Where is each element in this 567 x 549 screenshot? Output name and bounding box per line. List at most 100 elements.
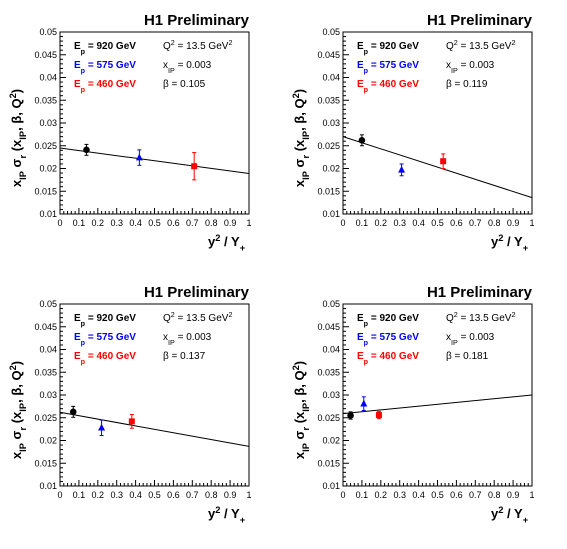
y-axis-label-part: (x [9,139,24,155]
y-tick-label: 0.04 [39,73,57,83]
annotation-beta: β = 0.181 [446,351,489,362]
chart-title: H1 Preliminary [427,284,533,301]
annotation-ep460-part: E [357,79,364,90]
annotation-xip: xIP = 0.003 [446,332,495,347]
x-tick-label: 0.5 [148,490,161,500]
annotation-ep460-part: E [74,79,81,90]
y-axis-label-part: ) [292,89,307,93]
annotation-q2-part: = 13.5 GeV [458,313,512,324]
y-tick-label: 0.05 [322,299,340,309]
y-tick-label: 0.01 [39,209,57,219]
y-tick-label: 0.045 [317,322,340,332]
annotation-ep920-part: E [74,313,81,324]
x-tick-label: 0.5 [431,490,444,500]
y-axis-label-part: x [9,179,24,187]
y-tick-label: 0.05 [39,299,57,309]
y-tick-label: 0.015 [34,458,57,468]
annotation-beta: β = 0.137 [163,351,206,362]
y-axis-label-part: IP [301,403,311,412]
annotation-beta-part: β = 0.181 [446,351,489,362]
annotation-ep460-part: E [74,351,81,362]
annotation-q2-part: = 13.5 GeV [458,41,512,52]
y-tick-label: 0.025 [34,413,57,423]
annotation-ep460: Ep = 460 GeV [74,79,136,94]
x-tick-label: 1 [246,490,251,500]
y-axis-label-part: 2 [8,365,18,370]
annotation-ep460-part: p [81,357,86,366]
x-tick-label: 0.3 [393,218,406,228]
annotation-ep575-part: p [81,66,86,75]
x-tick-label: 0.3 [393,490,406,500]
annotation-ep460: Ep = 460 GeV [74,351,136,366]
annotation-xip-part: = 0.003 [458,332,495,343]
chart-title: H1 Preliminary [144,12,250,29]
data-point-square [191,163,198,170]
y-axis-label-part: IP [301,131,311,140]
y-axis-label-part: ) [9,361,24,365]
x-axis-label: y2 / Y+ [208,505,246,525]
x-tick-label: 0.9 [224,490,237,500]
y-tick-label: 0.01 [322,481,340,491]
annotation-ep920-part: = 920 GeV [368,41,419,52]
chart-panel-1: 0 0.1 0.2 0.3 0.4 0.5 0.6 0.7 0.8 0.9 1 0.01 0.015 0.… [8,12,252,253]
annotation-ep920-part: E [74,41,81,52]
annotation-ep460-part: p [81,85,86,94]
annotation-q2-part: Q [446,313,454,324]
x-axis-label-part: 2 [215,505,220,515]
annotation-q2-part: 2 [511,310,515,319]
annotation-ep575-part: p [364,338,369,347]
annotation-ep575-part: = 575 GeV [85,60,136,71]
x-axis-label-part: y [491,234,499,249]
annotation-ep575-part: = 575 GeV [368,332,419,343]
y-tick-label: 0.03 [39,390,57,400]
annotation-xip: xIP = 0.003 [163,60,212,75]
annotation-ep920-part: = 920 GeV [85,41,136,52]
annotation-q2: Q2 = 13.5 GeV2 [163,38,232,53]
chart-panel-3: 0 0.1 0.2 0.3 0.4 0.5 0.6 0.7 0.8 0.9 1 0.01 0.015 0.… [8,284,252,525]
annotation-xip-part: = 0.003 [175,332,212,343]
annotation-q2: Q2 = 13.5 GeV2 [163,310,232,325]
y-tick-label: 0.015 [34,186,57,196]
chart-panel-2: 0 0.1 0.2 0.3 0.4 0.5 0.6 0.7 0.8 0.9 1 0.01 0.015 0.… [291,12,535,253]
x-tick-label: 0.8 [205,490,218,500]
x-axis-label: y2 / Y+ [208,233,246,253]
y-axis-label-part: ) [292,361,307,365]
y-tick-label: 0.03 [322,390,340,400]
y-axis-label: xIP σr (xIP, β, Q2) [291,89,311,187]
x-axis-label-part: + [523,243,529,253]
y-axis-label-part: IP [18,443,28,452]
annotation-ep460-part: p [364,357,369,366]
y-axis-label-part: r [18,427,28,431]
x-axis-label: y2 / Y+ [491,233,529,253]
y-tick-label: 0.02 [322,436,340,446]
y-tick-label: 0.02 [322,164,340,174]
x-tick-label: 0.3 [110,218,123,228]
y-axis-label-part: σ [292,430,307,443]
fit-line [342,136,533,199]
annotation-ep920-part: = 920 GeV [368,313,419,324]
x-axis-label-part: y [208,234,216,249]
x-tick-label: 0.8 [488,218,501,228]
y-axis-label-part: σ [292,158,307,171]
y-tick-label: 0.025 [317,141,340,151]
x-tick-label: 0 [57,218,62,228]
x-tick-label: 0 [340,490,345,500]
annotation-xip-part: = 0.003 [458,60,495,71]
x-tick-label: 0.2 [92,490,105,500]
x-tick-label: 0.4 [129,218,142,228]
x-tick-label: 0.4 [129,490,142,500]
annotation-ep460-part: = 460 GeV [85,79,136,90]
y-axis-label-part: IP [18,171,28,180]
y-axis-label: xIP σr (xIP, β, Q2) [291,361,311,459]
annotation-q2-part: Q [163,41,171,52]
annotation-ep920: Ep = 920 GeV [74,41,136,56]
x-tick-label: 0.6 [450,218,463,228]
y-axis-label-part: r [301,155,311,159]
chart-panel-4: 0 0.1 0.2 0.3 0.4 0.5 0.6 0.7 0.8 0.9 1 0.01 0.015 0.… [291,284,535,525]
x-tick-label: 0.1 [73,218,86,228]
annotation-beta-part: β = 0.119 [446,79,488,90]
x-tick-label: 0.7 [469,218,482,228]
annotation-q2-part: 2 [228,38,232,47]
x-tick-label: 0.2 [375,218,388,228]
data-point-triangle [98,423,106,431]
